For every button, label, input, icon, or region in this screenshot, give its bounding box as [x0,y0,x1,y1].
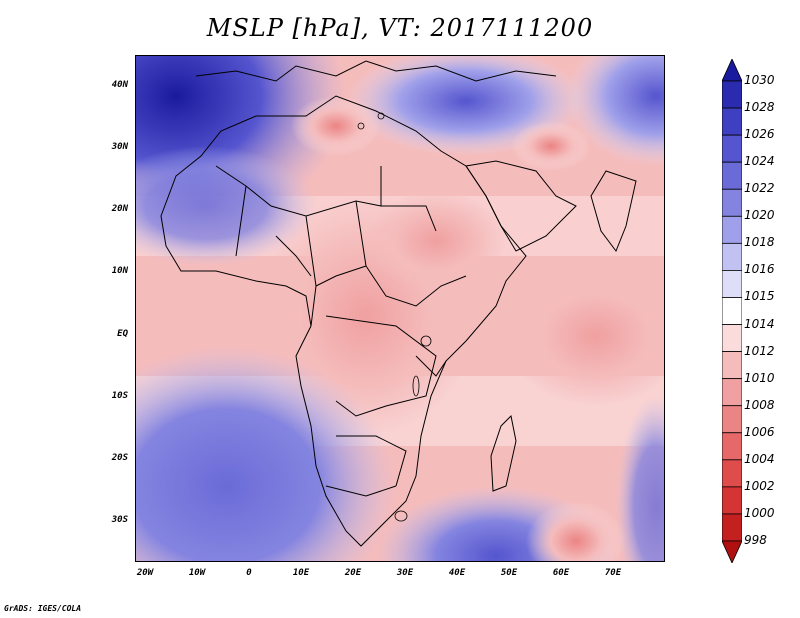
lat-label-40n: 40N [111,80,128,90]
colorbar-segment [722,378,742,407]
colorbar-level-label: 1016 [744,262,775,277]
colorbar-segment [722,324,742,352]
lon-label-0: 0 [246,568,252,578]
colorbar-level-label: 1004 [744,451,775,466]
lon-label-60e: 60E [552,568,570,578]
colorbar-level-label: 1010 [744,370,775,385]
colorbar-segment [722,486,742,515]
lon-label-30e: 30E [396,568,414,578]
lon-label-50e: 50E [500,568,518,578]
colorbar-level-label: 1018 [744,235,775,250]
colorbar-min-arrow [722,540,742,563]
lat-label-eq: EQ [117,329,128,339]
colorbar-segment [722,297,742,325]
lat-label-20n: 20N [111,204,128,214]
colorbar-segment [722,161,742,190]
colorbar-level-label: 1012 [744,343,775,358]
lon-label-10e: 10E [292,568,310,578]
colorbar-level-label: 1024 [744,154,775,169]
grads-credit: GrADS: IGES/COLA [4,604,82,613]
colorbar-segment [722,80,742,109]
colorbar-level-label: 1008 [744,397,775,412]
colorbar-segment [722,215,742,244]
colorbar-level-label: 1022 [744,181,775,196]
colorbar-level-label: 1014 [744,316,775,331]
colorbar-segment [722,513,742,542]
colorbar-segment [722,242,742,271]
lon-label-20e: 20E [344,568,362,578]
mslp-map [135,55,665,562]
colorbar [722,59,742,563]
map-title: MSLP [hPa], VT: 2017111200 [206,14,594,42]
colorbar-segment [722,351,742,380]
colorbar-level-label: 1006 [744,424,775,439]
colorbar-segment [722,405,742,434]
colorbar-level-label: 1028 [744,100,775,115]
lon-label-70e: 70E [604,568,622,578]
lon-label-20w: 20W [136,568,154,578]
colorbar-segment [722,134,742,163]
colorbar-level-label: 998 [744,533,767,547]
colorbar-level-label: 1020 [744,208,775,223]
lat-label-10n: 10N [111,266,128,276]
lon-label-40e: 40E [448,568,466,578]
colorbar-level-label: 1030 [744,73,775,87]
lat-label-30s: 30S [111,515,128,525]
colorbar-segment [722,188,742,217]
colorbar-level-label: 1002 [744,478,775,493]
mslp-field [136,56,664,561]
colorbar-max-arrow [722,59,742,82]
lat-label-10s: 10S [111,391,128,401]
colorbar-segment [722,107,742,136]
lat-label-30n: 30N [111,142,128,152]
colorbar-segment [722,459,742,488]
colorbar-segment [722,432,742,461]
colorbar-level-label: 1015 [744,289,775,304]
colorbar-level-label: 1000 [744,505,775,520]
colorbar-segment [722,270,742,298]
colorbar-level-label: 1026 [744,127,775,142]
lat-label-20s: 20S [111,453,128,463]
lon-label-10w: 10W [188,568,206,578]
